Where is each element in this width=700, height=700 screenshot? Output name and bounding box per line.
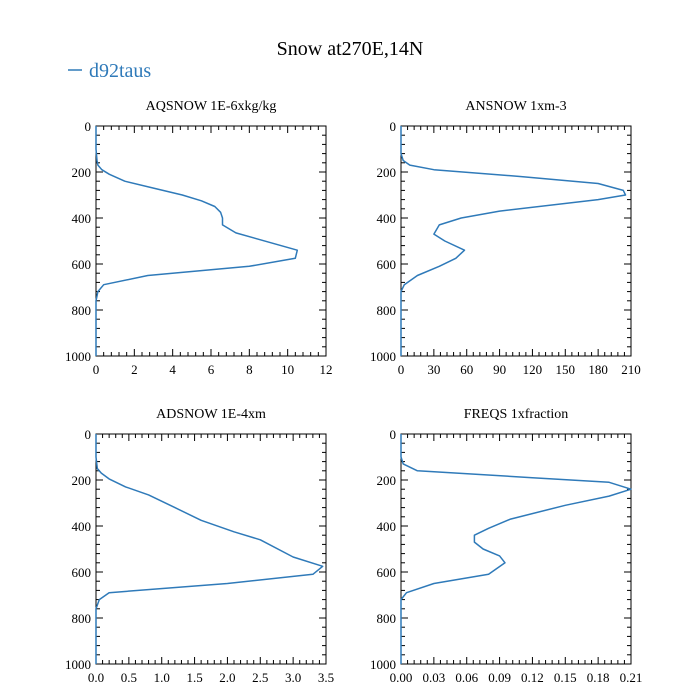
x-tick-label: 1.5 xyxy=(186,670,202,685)
y-tick-label: 200 xyxy=(72,473,92,488)
y-tick-label: 200 xyxy=(72,165,92,180)
x-tick-label: 0.09 xyxy=(488,670,511,685)
y-tick-label: 1000 xyxy=(370,657,396,672)
series-line-d92taus xyxy=(400,434,632,664)
x-tick-label: 0.0 xyxy=(88,670,104,685)
x-tick-label: 210 xyxy=(621,362,641,377)
x-tick-label: 180 xyxy=(588,362,608,377)
x-tick-label: 0.03 xyxy=(422,670,445,685)
x-tick-label: 0.5 xyxy=(121,670,137,685)
x-tick-label: 120 xyxy=(523,362,543,377)
plot-frame xyxy=(400,433,632,665)
y-tick-label: 400 xyxy=(72,519,92,534)
x-tick-label: 0.21 xyxy=(620,670,643,685)
legend-label: d92taus xyxy=(89,60,151,82)
x-tick-label: 4 xyxy=(169,362,176,377)
x-tick-label: 150 xyxy=(556,362,576,377)
y-tick-label: 800 xyxy=(377,611,397,626)
y-tick-label: 600 xyxy=(72,565,92,580)
x-tick-label: 3.5 xyxy=(318,670,334,685)
y-tick-label: 1000 xyxy=(65,657,91,672)
x-tick-label: 0 xyxy=(93,362,100,377)
y-tick-label: 400 xyxy=(377,519,397,534)
y-tick-label: 600 xyxy=(72,257,92,272)
x-tick-label: 0.06 xyxy=(455,670,478,685)
x-tick-label: 6 xyxy=(208,362,215,377)
y-tick-label: 200 xyxy=(377,473,397,488)
plot-frame xyxy=(95,125,327,357)
x-tick-label: 0.12 xyxy=(521,670,544,685)
y-tick-label: 1000 xyxy=(65,349,91,364)
y-tick-label: 800 xyxy=(377,303,397,318)
x-tick-label: 0.00 xyxy=(390,670,413,685)
y-tick-label: 400 xyxy=(72,211,92,226)
y-tick-label: 0 xyxy=(390,119,397,134)
chart-panel-1: AQSNOW 1E-6xkg/kg 0 2 4 6 8 10 12 0 200 400 600 800 1… xyxy=(65,99,333,377)
x-tick-label: 3.0 xyxy=(285,670,301,685)
x-tick-label: 30 xyxy=(427,362,440,377)
y-tick-label: 600 xyxy=(377,565,397,580)
y-tick-label: 400 xyxy=(377,211,397,226)
panels: AQSNOW 1E-6xkg/kg0 2 4 6 8 10 1202004006008001… xyxy=(65,99,642,685)
plot-frame xyxy=(400,125,632,357)
x-tick-label: 12 xyxy=(320,362,333,377)
series-line-d92taus xyxy=(400,126,627,356)
x-tick-label: 8 xyxy=(246,362,253,377)
x-tick-label: 10 xyxy=(281,362,294,377)
y-tick-label: 800 xyxy=(72,303,92,318)
x-tick-label: 0.15 xyxy=(554,670,577,685)
y-tick-label: 1000 xyxy=(370,349,396,364)
chart-title: ADSNOW 1E-4xm xyxy=(156,407,266,422)
y-tick-label: 600 xyxy=(377,257,397,272)
y-tick-label: 0 xyxy=(390,427,397,442)
y-tick-label: 0 xyxy=(85,119,92,134)
x-tick-label: 1.0 xyxy=(154,670,170,685)
x-tick-label: 0.18 xyxy=(587,670,610,685)
x-tick-label: 2 xyxy=(131,362,138,377)
x-tick-label: 2.0 xyxy=(219,670,235,685)
y-tick-label: 200 xyxy=(377,165,397,180)
y-tick-label: 0 xyxy=(85,427,92,442)
series-line-d92taus xyxy=(95,434,324,664)
figure-title: Snow at270E,14N xyxy=(277,38,424,60)
chart-title: AQSNOW 1E-6xkg/kg xyxy=(146,99,277,114)
x-tick-label: 60 xyxy=(460,362,473,377)
chart-title: ANSNOW 1xm-3 xyxy=(465,99,566,114)
chart-title: FREQS 1xfraction xyxy=(464,407,569,422)
chart-panel-3: ADSNOW 1E-4xm 0.0 0.5 1.0 1.5 2.0 2.5 3.0 3.5 0 20… xyxy=(65,407,334,685)
legend: d92taus xyxy=(68,60,151,82)
series-line-d92taus xyxy=(95,126,299,356)
y-tick-label: 800 xyxy=(72,611,92,626)
x-tick-label: 2.5 xyxy=(252,670,268,685)
plot-frame xyxy=(95,433,327,665)
chart-panel-4: FREQS 1xfraction 0.00 0.03 0.06 0.09 0.12 0.15… xyxy=(370,407,642,685)
chart-panel-2: ANSNOW 1xm-3 0 30 60 90 120 150 180 210 0 200 400 60… xyxy=(370,99,641,377)
x-tick-label: 90 xyxy=(493,362,506,377)
x-tick-label: 0 xyxy=(398,362,405,377)
